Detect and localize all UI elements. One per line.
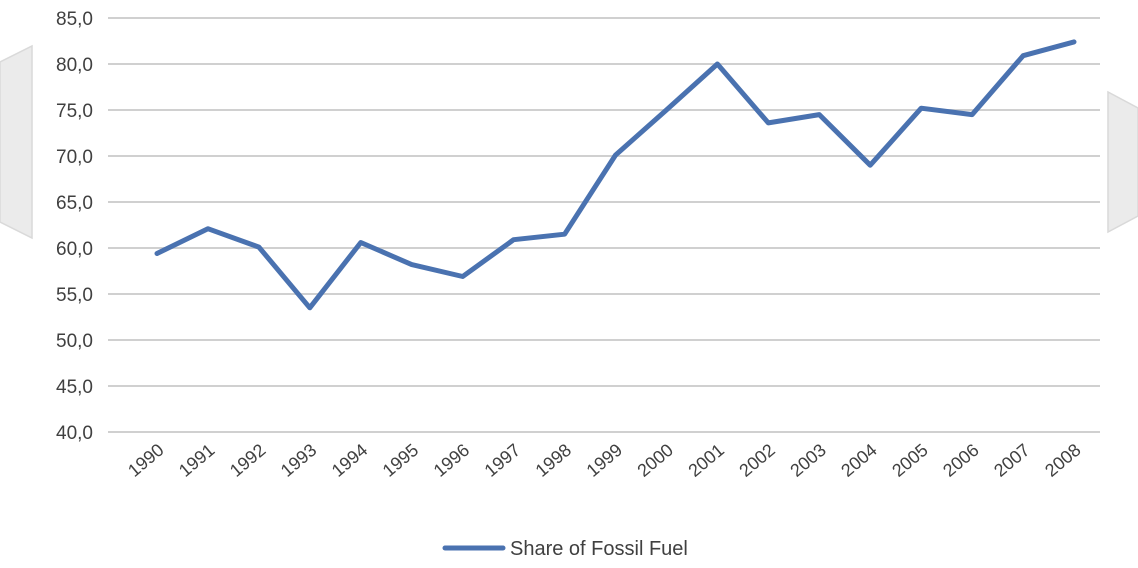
x-tick-label: 1993 xyxy=(277,440,321,481)
y-tick-label: 65,0 xyxy=(56,193,93,214)
x-tick-label: 2000 xyxy=(633,440,677,481)
y-tick-label: 40,0 xyxy=(56,423,93,444)
x-tick-label: 2003 xyxy=(786,440,830,481)
x-axis-tick-labels: 1990 1991 1992 1993 1994 1995 1996 1997 1998 1999… xyxy=(124,440,1085,481)
x-tick-label: 2005 xyxy=(888,440,932,481)
y-tick-label: 80,0 xyxy=(56,55,93,76)
x-tick-label: 1990 xyxy=(124,440,168,481)
y-tick-label: 70,0 xyxy=(56,147,93,168)
right-decoration xyxy=(1107,90,1138,234)
x-tick-label: 2006 xyxy=(939,440,983,481)
x-tick-label: 1996 xyxy=(430,440,474,481)
legend-label-share-of-fossil-fuel: Share of Fossil Fuel xyxy=(510,538,688,560)
series-line-share-of-fossil-fuel xyxy=(154,39,1077,311)
x-tick-label: 2002 xyxy=(735,440,779,481)
x-tick-label: 1998 xyxy=(532,440,576,481)
y-tick-label: 85,0 xyxy=(56,9,93,30)
legend: Share of Fossil Fuel xyxy=(442,538,688,560)
y-tick-label: 60,0 xyxy=(56,239,93,260)
x-tick-label: 2004 xyxy=(837,440,881,481)
x-tick-label: 1999 xyxy=(583,440,627,481)
gridlines xyxy=(108,17,1100,433)
y-tick-label: 55,0 xyxy=(56,285,93,306)
x-tick-label: 2001 xyxy=(684,440,728,481)
y-axis-tick-labels: 40,0 45,0 50,0 55,0 60,0 65,0 70,0 75,0 80,0 85,0 xyxy=(56,9,93,444)
x-tick-label: 1995 xyxy=(379,440,423,481)
y-tick-label: 45,0 xyxy=(56,377,93,398)
left-decoration xyxy=(0,44,33,240)
x-tick-label: 2008 xyxy=(1041,440,1085,481)
y-tick-label: 50,0 xyxy=(56,331,93,352)
x-tick-label: 1992 xyxy=(226,440,270,481)
x-tick-label: 1994 xyxy=(328,440,372,481)
series-lines xyxy=(154,39,1077,311)
x-tick-label: 1997 xyxy=(481,440,525,481)
y-tick-label: 75,0 xyxy=(56,101,93,122)
x-tick-label: 1991 xyxy=(175,440,219,481)
x-tick-label: 2007 xyxy=(990,440,1034,481)
